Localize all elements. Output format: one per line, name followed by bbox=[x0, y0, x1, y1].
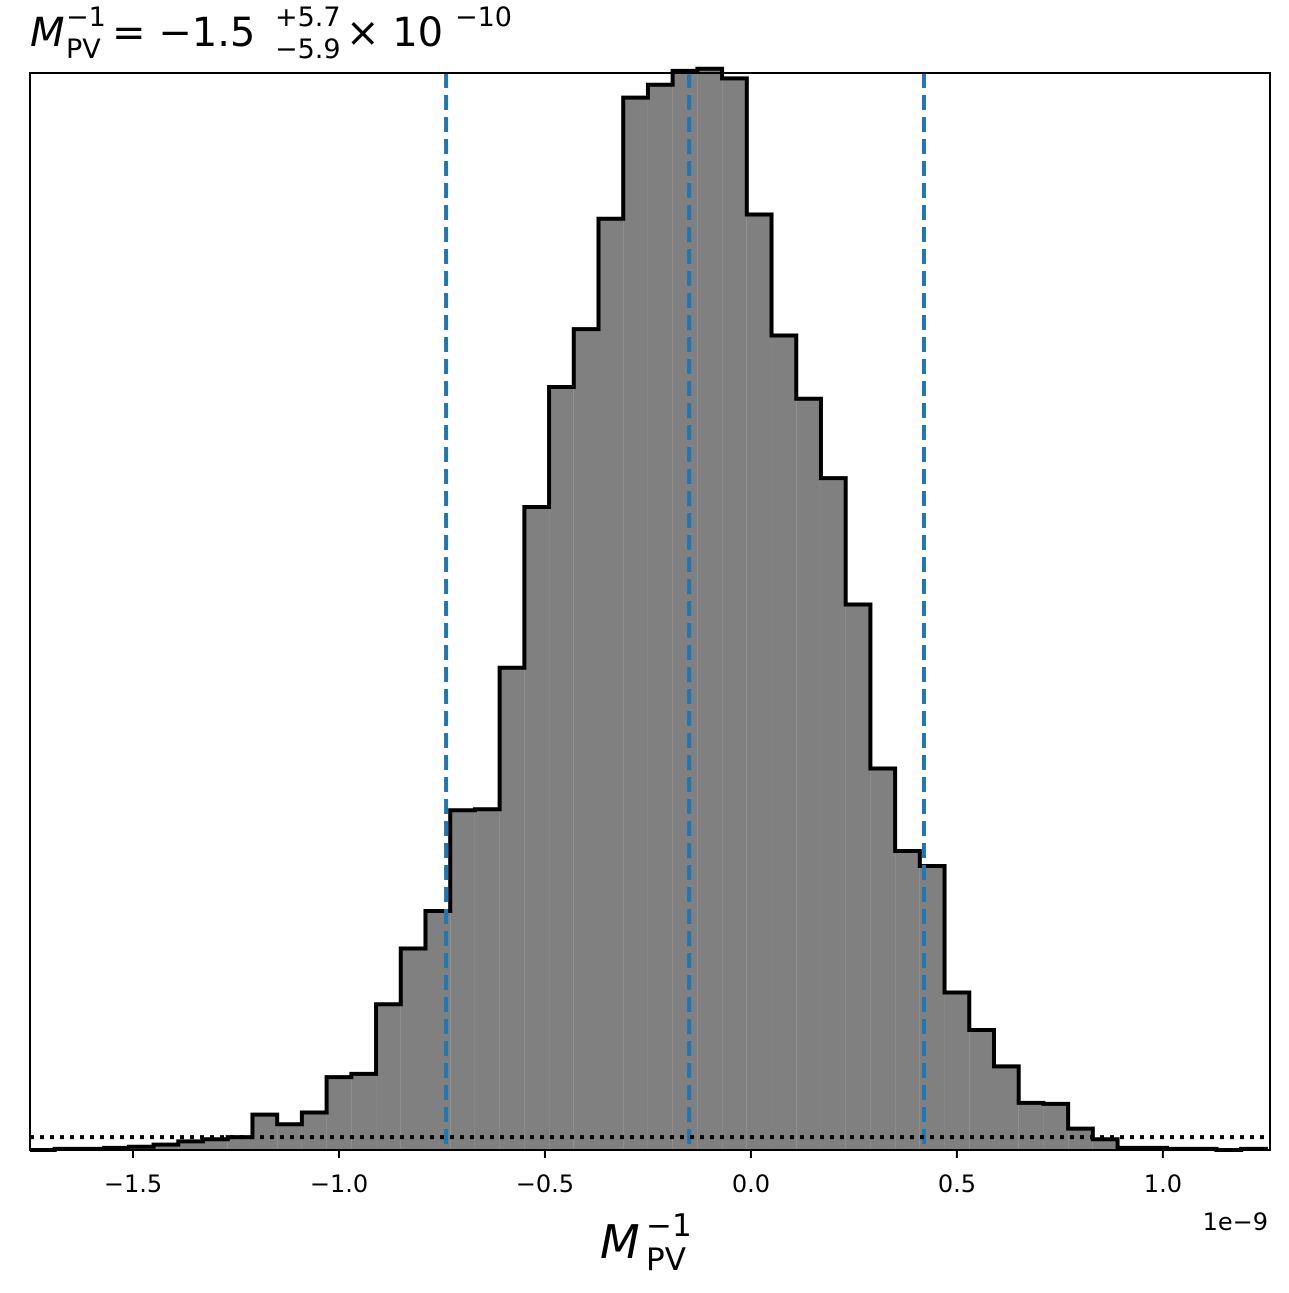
histogram-bar bbox=[1043, 1103, 1069, 1150]
title-symbol-subscript: PV bbox=[66, 34, 101, 65]
histogram-bar bbox=[524, 507, 550, 1151]
histogram-bar bbox=[598, 218, 624, 1150]
title-power: −10 bbox=[455, 2, 512, 33]
histogram-bar bbox=[746, 214, 772, 1150]
title-scale: × 10 bbox=[346, 10, 443, 56]
histogram-bar bbox=[820, 478, 846, 1151]
axes-frame bbox=[29, 72, 1271, 1151]
histogram-bar bbox=[301, 1112, 327, 1150]
histogram-bar bbox=[227, 1137, 253, 1150]
x-tick-label: 0.5 bbox=[938, 1170, 976, 1198]
histogram-bar bbox=[969, 1029, 994, 1150]
histogram-bar bbox=[450, 810, 475, 1150]
xlabel-subscript: PV bbox=[646, 1242, 686, 1278]
histogram-bar bbox=[549, 386, 574, 1150]
quantile-lines bbox=[444, 73, 926, 1150]
histogram-bar bbox=[697, 68, 723, 1151]
plot-area: −1.5 −1.0 −0.5 0.0 0.5 1.0 bbox=[29, 66, 1271, 1198]
histogram-bar bbox=[203, 1139, 228, 1150]
histogram-bar bbox=[796, 398, 821, 1150]
x-axis-ticks: −1.5 −1.0 −0.5 0.0 0.5 1.0 bbox=[104, 1150, 1182, 1198]
histogram-bar bbox=[252, 1114, 278, 1150]
histogram-bar bbox=[1068, 1128, 1093, 1150]
histogram-bar bbox=[870, 768, 896, 1150]
histogram-bar bbox=[944, 992, 970, 1150]
xlabel-superscript: −1 bbox=[646, 1208, 692, 1244]
histogram-bar bbox=[400, 948, 426, 1150]
histogram-bar bbox=[623, 97, 648, 1151]
x-tick-label: 0.0 bbox=[732, 1170, 770, 1198]
histogram-bar bbox=[722, 78, 747, 1151]
x-axis-label: M −1 PV bbox=[600, 1208, 692, 1278]
title-lower-error: −5.9 bbox=[275, 34, 341, 65]
histogram-bar bbox=[771, 335, 797, 1150]
histogram-bar bbox=[845, 604, 871, 1150]
histogram-bar bbox=[1092, 1139, 1118, 1150]
xlabel-symbol: M bbox=[600, 1215, 640, 1269]
histogram-bar bbox=[1018, 1102, 1044, 1150]
histogram-bar bbox=[672, 70, 698, 1151]
histogram-bar bbox=[153, 1144, 179, 1150]
histogram-bar bbox=[895, 851, 920, 1150]
histogram-bar bbox=[178, 1141, 204, 1150]
title-value: = −1.5 bbox=[112, 10, 255, 56]
histogram-layer bbox=[30, 66, 1268, 1152]
title-upper-error: +5.7 bbox=[275, 2, 341, 33]
histogram-bar bbox=[647, 84, 673, 1150]
histogram-bar bbox=[573, 329, 599, 1150]
histogram-bar bbox=[376, 1004, 401, 1150]
chart-title: M −1 PV = −1.5 +5.7 −5.9 × 10 −10 bbox=[30, 2, 512, 65]
x-tick-label: −0.5 bbox=[516, 1170, 574, 1198]
histogram-bar bbox=[474, 809, 500, 1150]
histogram-bar bbox=[993, 1066, 1019, 1150]
histogram-bar bbox=[499, 667, 525, 1150]
title-symbol: M bbox=[30, 10, 65, 56]
histogram-outline bbox=[30, 66, 1268, 1152]
x-tick-label: −1.5 bbox=[104, 1170, 162, 1198]
x-tick-label: −1.0 bbox=[310, 1170, 368, 1198]
x-tick-label: 1.0 bbox=[1144, 1170, 1182, 1198]
title-symbol-superscript: −1 bbox=[66, 2, 106, 33]
x-axis-offset-text: 1e−9 bbox=[1203, 1208, 1268, 1236]
